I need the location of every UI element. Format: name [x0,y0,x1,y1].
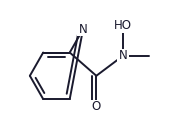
Text: HO: HO [114,19,132,32]
FancyBboxPatch shape [77,23,89,36]
Text: N: N [118,49,127,62]
FancyBboxPatch shape [90,100,102,113]
FancyBboxPatch shape [114,19,132,33]
Text: N: N [79,23,87,36]
Text: O: O [92,100,101,113]
FancyBboxPatch shape [117,49,129,62]
